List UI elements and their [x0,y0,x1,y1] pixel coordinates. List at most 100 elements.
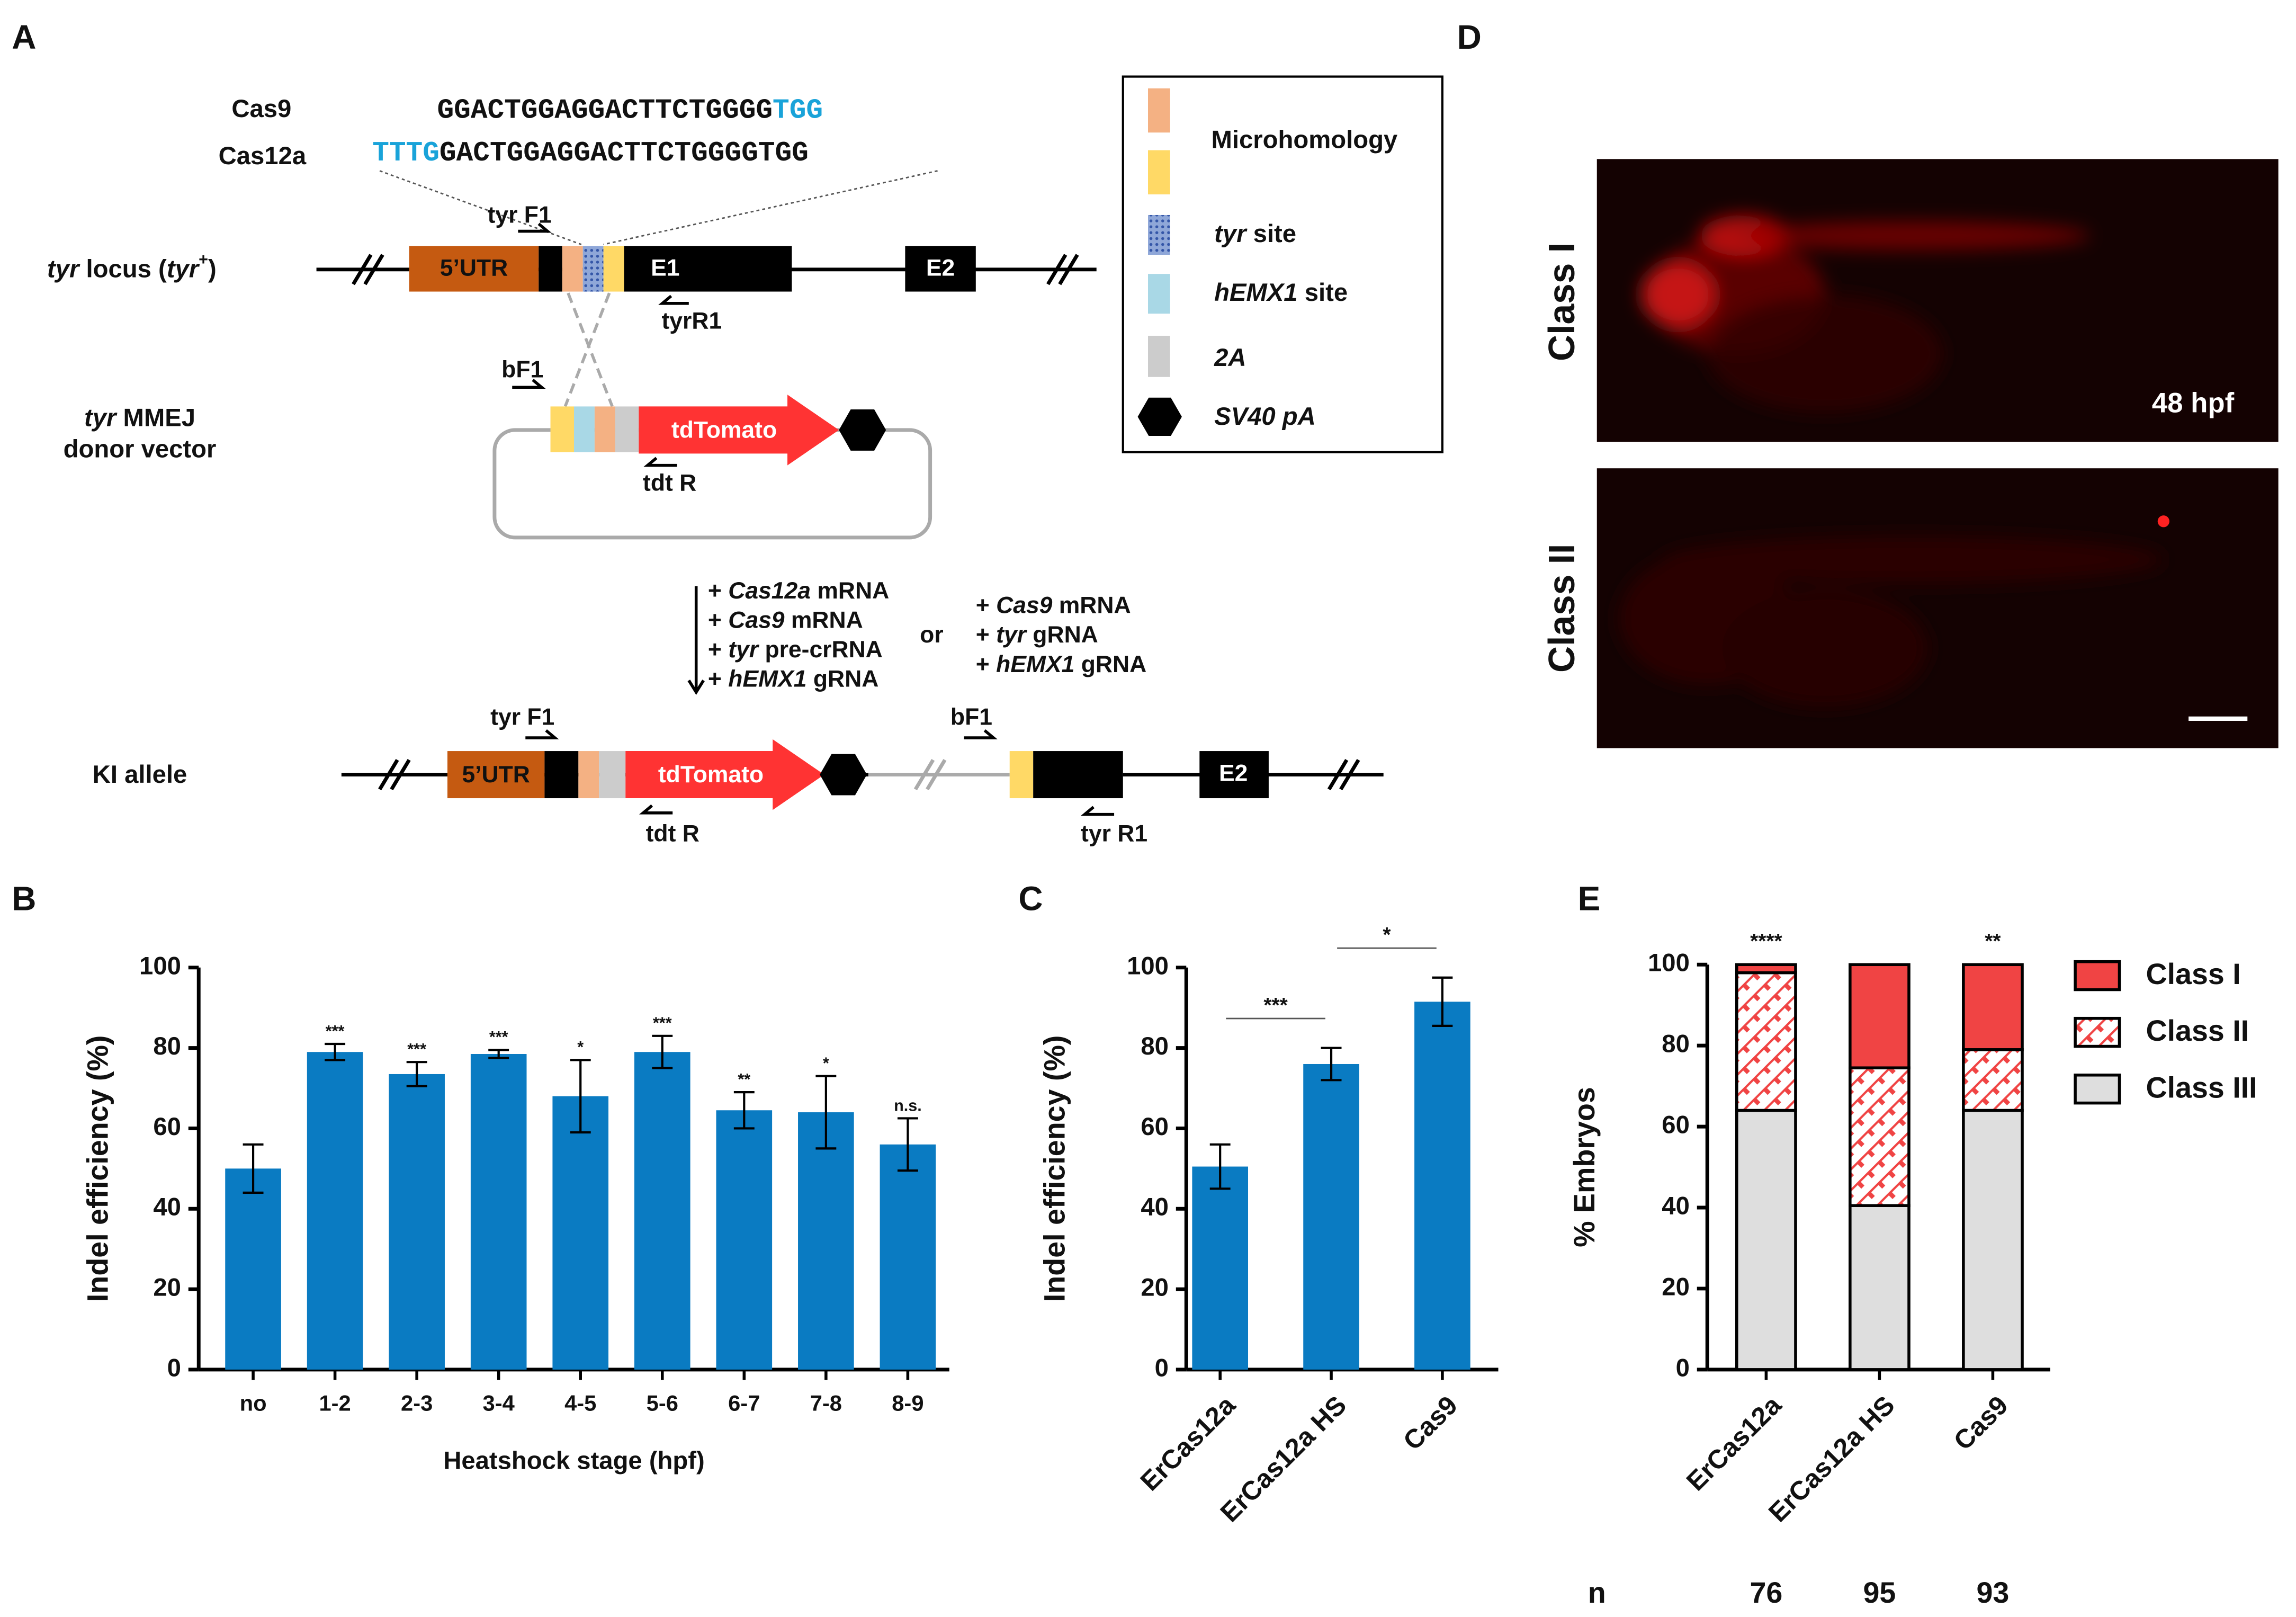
y-tick-label: 0 [167,1354,181,1382]
primer-label: tyr F1 [488,202,552,228]
primer-label: tyrR1 [662,308,722,334]
error-bar [652,1034,673,1069]
bar [880,1144,936,1370]
bar [798,1112,854,1370]
y-tick-label: 0 [1155,1354,1169,1382]
y-tick-label: 20 [1662,1273,1690,1301]
seq-name: Cas9 [231,95,291,123]
legend-label: Microhomology [1212,126,1398,154]
legend-swatch [2074,960,2121,991]
x-tick-label: 2-3 [401,1391,433,1416]
x-tick-label: no [240,1391,267,1416]
significance: * [823,1055,829,1073]
error-bar [733,1091,755,1130]
condition: + hEMX1 gRNA [976,651,1146,677]
donor-label: donor vector [64,435,217,463]
panel-label: D [1457,18,1482,56]
legend-label: SV40 pA [1214,403,1316,431]
significance: n.s. [894,1096,922,1114]
n-value: 95 [1863,1576,1896,1609]
bar [1303,1064,1359,1370]
y-tick-label: 40 [153,1193,181,1221]
significance: *** [1263,994,1288,1017]
error-bar [897,1117,918,1172]
panel-label: E [1578,880,1601,918]
y-tick-label: 100 [139,952,181,980]
bar-segment [1849,1204,1911,1371]
x-tick-label: Cas9 [1397,1390,1463,1456]
y-tick-label: 80 [153,1032,181,1060]
sequences: Cas9 GGACTGGAGGACTTCTGGGGTGG Cas12a TTTG… [219,94,938,245]
panel-label: B [12,880,36,918]
box-label: 5’UTR [462,762,530,788]
significance: **** [1750,930,1782,953]
bar [307,1052,363,1370]
condition: + hEMX1 gRNA [708,666,878,692]
primer-label: bF1 [950,704,992,730]
significance: ** [1985,930,2001,953]
panel-label: A [12,18,36,56]
box-label: tdTomato [671,417,777,443]
y-tick-label: 100 [1648,949,1690,977]
sequence: GGACTGGAGGACTTCTGGGGTGG [437,94,823,126]
condition: + Cas12a mRNA [708,578,889,604]
primer-label: tdt R [646,820,699,846]
embryo-signal [1619,536,2164,707]
y-tick-label: 20 [153,1274,181,1302]
bar-segment [1962,963,2024,1051]
legend-label: Class III [2146,1071,2257,1104]
panel-label: C [1018,880,1043,918]
condition: + Cas9 mRNA [708,607,863,633]
box-label: tdTomato [658,762,764,788]
legend-label: Class II [2146,1014,2249,1047]
legend-swatch [2074,1073,2121,1105]
locus: tyr locus (tyr+) 5’UTR E1 E2 tyr F1 tyrR… [47,202,1097,407]
locus-label: tyr locus (tyr+) [47,251,217,283]
y-tick-label: 60 [1141,1113,1169,1141]
significance: * [1383,924,1391,946]
y-axis-label: % Embryos [1568,1087,1601,1247]
micrographs: Class I Class II 48 hpf [1541,159,2279,748]
x-tick-label: Cas9 [1948,1390,2014,1456]
primer-label: tdt R [643,470,696,496]
x-tick-label: 4-5 [564,1391,596,1416]
bar [470,1053,527,1370]
significance: *** [489,1028,508,1046]
box-label: E2 [926,255,955,281]
x-tick-label: ErCas12a [1135,1390,1242,1497]
error-bar [488,1049,509,1059]
error-bar [325,1042,346,1061]
donor-label: tyr MMEJ [84,404,195,432]
y-tick-label: 60 [153,1113,181,1141]
n-value: 76 [1750,1576,1782,1609]
x-tick-label: ErCas12a [1681,1390,1788,1497]
signal-spot [2157,515,2169,528]
bar-segment [1962,1048,2024,1112]
x-tick-label: 3-4 [483,1391,515,1416]
bar-segment [1735,971,1797,1112]
x-tick-label: 7-8 [810,1391,842,1416]
ki-allele: KI allele 5’UTR tdTomato E2 tyr F1 bF1 t… [93,704,1384,846]
condition: + Cas9 mRNA [976,592,1131,618]
bar-segment [1962,1109,2024,1371]
y-tick-label: 20 [1141,1274,1169,1302]
x-tick-label: 1-2 [319,1391,351,1416]
y-tick-label: 40 [1141,1193,1169,1221]
y-tick-label: 100 [1127,952,1169,980]
bar-segment [1735,963,1797,975]
image-label: Class II [1541,544,1582,673]
bar [716,1110,773,1370]
primer-label: tyr R1 [1081,820,1147,846]
y-axis-label: Indel efficiency (%) [82,1035,114,1302]
legend-swatch [2074,1016,2121,1048]
box-label: E1 [651,255,679,281]
diagram-legend: Microhomology tyr site hEMX1 site 2A SV4… [1122,75,1443,453]
sequence: TTTGGACTGGAGGACTTCTGGGGTGG [372,137,809,169]
error-bar [406,1061,427,1087]
ki-label: KI allele [93,761,187,789]
x-tick-label: 6-7 [728,1391,760,1416]
n-value: 93 [1977,1576,2010,1609]
error-bar [243,1143,264,1194]
bar [1414,1002,1470,1370]
